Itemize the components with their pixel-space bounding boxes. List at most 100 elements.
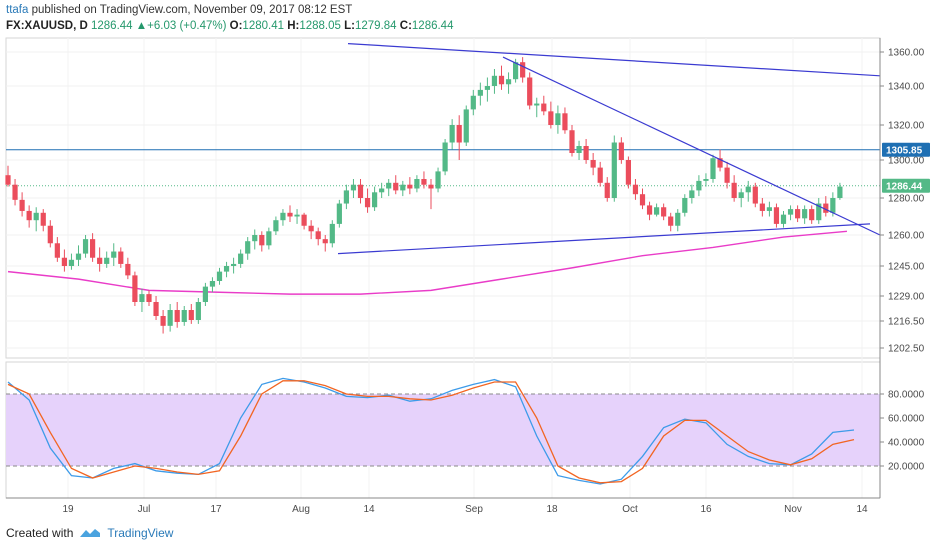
candle[interactable] <box>379 182 385 198</box>
candle[interactable] <box>421 171 427 189</box>
candle[interactable] <box>816 198 822 224</box>
candle[interactable] <box>26 205 32 228</box>
candle[interactable] <box>68 253 75 270</box>
candle[interactable] <box>132 271 138 306</box>
candle[interactable] <box>139 288 145 313</box>
trendline[interactable] <box>502 56 881 236</box>
candle[interactable] <box>505 72 512 94</box>
candle[interactable] <box>717 149 723 172</box>
candle[interactable] <box>153 296 159 320</box>
candle[interactable] <box>125 257 131 280</box>
candle[interactable] <box>696 175 702 197</box>
candle[interactable] <box>343 184 349 210</box>
candle[interactable] <box>646 201 653 221</box>
candle[interactable] <box>195 298 201 324</box>
candle[interactable] <box>357 179 364 204</box>
candle[interactable] <box>111 243 117 266</box>
candle[interactable] <box>54 237 60 262</box>
candle[interactable] <box>759 198 765 217</box>
stochastic-pane[interactable] <box>6 377 880 485</box>
candle[interactable] <box>597 161 603 187</box>
candle[interactable] <box>498 65 505 90</box>
candle[interactable] <box>710 154 716 183</box>
candle[interactable] <box>75 245 82 266</box>
candle[interactable] <box>252 229 258 250</box>
candle[interactable] <box>428 179 434 210</box>
candle[interactable] <box>738 188 744 208</box>
candle[interactable] <box>745 180 751 202</box>
candle[interactable] <box>393 175 399 195</box>
candle[interactable] <box>364 188 371 213</box>
candle[interactable] <box>787 205 794 221</box>
candle[interactable] <box>611 135 617 202</box>
candle[interactable] <box>625 156 631 189</box>
candle[interactable] <box>47 220 53 248</box>
candle[interactable] <box>456 115 462 160</box>
candle[interactable] <box>823 196 829 217</box>
tradingview-brand[interactable]: TradingView <box>107 526 174 540</box>
candle[interactable] <box>223 261 230 278</box>
candle[interactable] <box>5 165 11 187</box>
candle[interactable] <box>802 205 808 224</box>
candle[interactable] <box>82 235 89 258</box>
candle[interactable] <box>780 210 787 228</box>
candle[interactable] <box>766 201 772 217</box>
candle[interactable] <box>569 125 575 157</box>
candle[interactable] <box>604 177 610 202</box>
candle[interactable] <box>19 192 25 217</box>
candle[interactable] <box>548 101 554 129</box>
candle[interactable] <box>40 209 46 232</box>
candle[interactable] <box>238 249 244 268</box>
candle[interactable] <box>414 175 420 193</box>
candle[interactable] <box>12 179 18 206</box>
candle[interactable] <box>202 282 208 306</box>
candle[interactable] <box>632 179 639 200</box>
candle[interactable] <box>266 227 272 250</box>
candle[interactable] <box>527 72 533 110</box>
candle[interactable] <box>245 237 251 260</box>
candle[interactable] <box>724 161 730 189</box>
trendline[interactable] <box>337 223 871 255</box>
candle[interactable] <box>33 207 39 232</box>
candle[interactable] <box>181 306 187 326</box>
candle[interactable] <box>795 205 801 223</box>
candle[interactable] <box>590 153 596 176</box>
candle[interactable] <box>280 209 286 226</box>
candle[interactable] <box>386 179 392 197</box>
candle[interactable] <box>470 89 476 116</box>
candle[interactable] <box>209 277 216 293</box>
candle[interactable] <box>449 119 455 150</box>
candle[interactable] <box>675 209 681 232</box>
candle[interactable] <box>308 220 314 240</box>
candle[interactable] <box>104 251 110 268</box>
candle[interactable] <box>97 247 103 272</box>
candle[interactable] <box>273 216 279 236</box>
candle[interactable] <box>773 203 780 228</box>
author-username[interactable]: ttafa <box>6 4 29 16</box>
candle[interactable] <box>534 97 540 118</box>
candle[interactable] <box>689 184 695 204</box>
candle[interactable] <box>216 267 223 285</box>
candle[interactable] <box>484 77 490 102</box>
candle[interactable] <box>477 82 483 106</box>
candle[interactable] <box>491 69 498 94</box>
candle[interactable] <box>336 199 342 228</box>
candle[interactable] <box>661 203 667 221</box>
candle[interactable] <box>400 180 406 197</box>
candle[interactable] <box>809 205 815 224</box>
candle[interactable] <box>520 57 526 83</box>
candle[interactable] <box>541 95 547 116</box>
candle[interactable] <box>407 177 413 195</box>
candle[interactable] <box>583 139 589 164</box>
candle[interactable] <box>618 137 624 164</box>
candle[interactable] <box>146 290 152 306</box>
candle[interactable] <box>752 182 758 208</box>
candle[interactable] <box>315 227 321 246</box>
candle[interactable] <box>90 233 96 262</box>
candle[interactable] <box>562 107 568 134</box>
candle[interactable] <box>329 220 335 248</box>
candle[interactable] <box>463 105 469 147</box>
candle[interactable] <box>372 186 378 211</box>
candle[interactable] <box>555 105 561 134</box>
candle[interactable] <box>837 182 843 200</box>
